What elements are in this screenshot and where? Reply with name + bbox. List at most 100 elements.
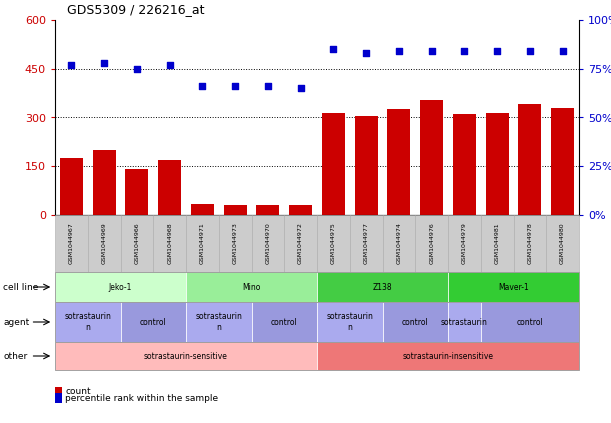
Text: sotrastaurin
n: sotrastaurin n — [196, 312, 242, 332]
Text: count: count — [65, 387, 91, 396]
Text: control: control — [271, 318, 298, 327]
Text: control: control — [402, 318, 429, 327]
Text: sotrastaurin
n: sotrastaurin n — [326, 312, 373, 332]
Bar — [284, 215, 317, 272]
Text: Maver-1: Maver-1 — [498, 283, 529, 291]
Text: Jeko-1: Jeko-1 — [109, 283, 132, 291]
Bar — [158, 160, 181, 215]
Bar — [186, 215, 219, 272]
Bar — [55, 302, 120, 342]
Bar — [420, 100, 443, 215]
Text: GSM1044976: GSM1044976 — [429, 222, 434, 264]
Bar — [518, 104, 541, 215]
Text: GSM1044967: GSM1044967 — [69, 222, 74, 264]
Bar — [219, 215, 252, 272]
Bar — [60, 158, 83, 215]
Point — [492, 48, 502, 55]
Text: GSM1044974: GSM1044974 — [397, 222, 401, 264]
Bar — [546, 215, 579, 272]
Text: control: control — [140, 318, 167, 327]
Bar — [120, 302, 186, 342]
Point — [459, 48, 469, 55]
Bar — [55, 342, 317, 370]
Bar — [486, 113, 508, 215]
Bar — [252, 215, 284, 272]
Bar — [415, 215, 448, 272]
Bar — [55, 393, 62, 403]
Bar — [382, 302, 448, 342]
Text: sotrastaurin
n: sotrastaurin n — [64, 312, 111, 332]
Point — [132, 66, 142, 72]
Bar — [322, 113, 345, 215]
Bar — [55, 215, 88, 272]
Bar — [186, 302, 252, 342]
Text: GSM1044970: GSM1044970 — [265, 222, 271, 264]
Text: other: other — [3, 352, 27, 360]
Text: GSM1044979: GSM1044979 — [462, 222, 467, 264]
Bar — [453, 114, 476, 215]
Text: sotrastaurin-sensitive: sotrastaurin-sensitive — [144, 352, 228, 360]
Bar — [354, 116, 378, 215]
Bar — [317, 272, 448, 302]
Text: GSM1044966: GSM1044966 — [134, 222, 139, 264]
Bar — [317, 215, 349, 272]
Bar — [481, 302, 579, 342]
Text: Z138: Z138 — [373, 283, 392, 291]
Bar — [317, 342, 579, 370]
Text: percentile rank within the sample: percentile rank within the sample — [65, 393, 219, 403]
Bar — [481, 215, 513, 272]
Text: GSM1044968: GSM1044968 — [167, 222, 172, 264]
Bar — [448, 272, 579, 302]
Bar — [55, 387, 62, 396]
Text: GSM1044980: GSM1044980 — [560, 222, 565, 264]
Bar — [88, 215, 120, 272]
Text: sotrastaurin: sotrastaurin — [441, 318, 488, 327]
Bar — [257, 205, 279, 215]
Bar — [120, 215, 153, 272]
Bar — [448, 302, 481, 342]
Point — [525, 48, 535, 55]
Bar — [55, 272, 186, 302]
Point — [197, 83, 207, 90]
Text: GSM1044971: GSM1044971 — [200, 222, 205, 264]
Point — [394, 48, 404, 55]
Point — [329, 46, 338, 52]
Text: control: control — [516, 318, 543, 327]
Bar — [224, 205, 247, 215]
Point — [230, 83, 240, 90]
Bar — [186, 272, 317, 302]
Bar — [387, 110, 411, 215]
Point — [99, 60, 109, 66]
Bar — [191, 203, 214, 215]
Bar — [448, 215, 481, 272]
Bar — [289, 205, 312, 215]
Bar — [382, 215, 415, 272]
Bar — [125, 170, 148, 215]
Text: GSM1044973: GSM1044973 — [233, 222, 238, 264]
Text: Mino: Mino — [243, 283, 261, 291]
Point — [361, 50, 371, 57]
Point — [296, 85, 306, 92]
Bar — [317, 302, 382, 342]
Bar — [93, 150, 115, 215]
Text: cell line: cell line — [3, 283, 38, 291]
Text: GDS5309 / 226216_at: GDS5309 / 226216_at — [67, 3, 205, 16]
Text: GSM1044977: GSM1044977 — [364, 222, 368, 264]
Point — [426, 48, 436, 55]
Text: GSM1044972: GSM1044972 — [298, 222, 303, 264]
Text: agent: agent — [3, 318, 29, 327]
Text: GSM1044969: GSM1044969 — [101, 222, 107, 264]
Text: sotrastaurin-insensitive: sotrastaurin-insensitive — [403, 352, 494, 360]
Bar — [349, 215, 382, 272]
Bar — [55, 302, 579, 342]
Text: GSM1044975: GSM1044975 — [331, 222, 336, 264]
Point — [558, 48, 568, 55]
Bar — [252, 302, 317, 342]
Text: GSM1044981: GSM1044981 — [495, 222, 500, 264]
Bar — [153, 215, 186, 272]
Point — [165, 61, 175, 68]
Point — [263, 83, 273, 90]
Bar — [513, 215, 546, 272]
Bar — [55, 342, 579, 370]
Text: GSM1044978: GSM1044978 — [527, 222, 532, 264]
